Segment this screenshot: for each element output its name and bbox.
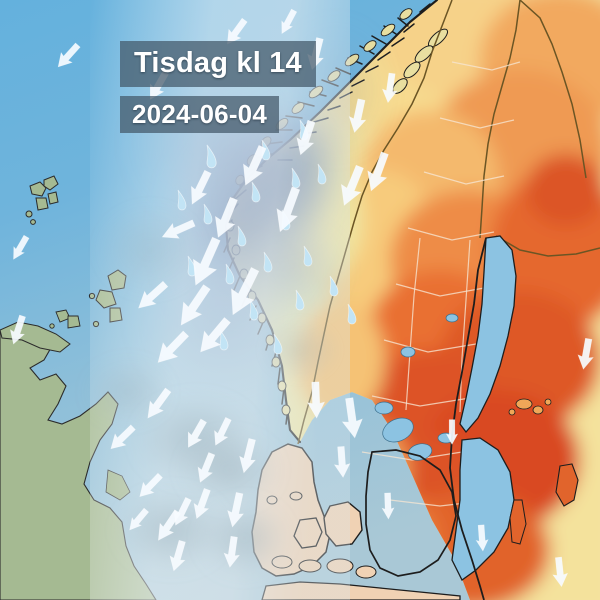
- wind-arrow: [296, 119, 316, 156]
- wind-arrow: [214, 196, 238, 238]
- rain-droplets: [177, 119, 357, 355]
- aland-islands: [508, 398, 552, 416]
- wind-arrow: [187, 418, 207, 448]
- droplet: [249, 299, 259, 321]
- droplet: [225, 263, 235, 285]
- droplet: [291, 167, 301, 189]
- wind-arrow: [227, 492, 245, 528]
- wind-arrow: [475, 524, 489, 552]
- droplet: [219, 329, 229, 351]
- wind-arrow: [552, 556, 569, 588]
- droplet: [237, 225, 247, 247]
- wind-arrow: [381, 72, 398, 104]
- wind-arrow: [161, 219, 196, 239]
- swedish-lakes: [374, 313, 459, 461]
- gray-cloud-g: [102, 210, 198, 290]
- wind-arrow: [139, 472, 163, 497]
- wind-arrow: [197, 452, 216, 483]
- orkney-islands: [49, 309, 81, 329]
- droplet: [203, 203, 213, 225]
- droplet: [273, 333, 283, 355]
- gotland-island: [555, 463, 579, 507]
- wind-arrow: [193, 488, 211, 519]
- wind-arrow: [129, 507, 150, 531]
- wind-arrow: [191, 169, 212, 205]
- gray-cloud-e: [88, 362, 168, 422]
- droplet: [347, 303, 357, 325]
- droplet: [303, 245, 313, 267]
- wind-arrow: [243, 144, 267, 186]
- timestamp-overlay: Tisdag kl 14 2024-06-04: [120, 41, 316, 133]
- sweden-finland-border: [479, 0, 521, 239]
- wind-arrow: [307, 381, 326, 419]
- wind-arrow: [180, 284, 211, 326]
- wind-arrow: [367, 151, 389, 192]
- wind-arrow: [340, 164, 364, 206]
- wind-arrow: [341, 397, 363, 439]
- wind-arrow: [57, 42, 81, 68]
- droplet: [251, 181, 261, 203]
- wind-arrow: [13, 234, 30, 260]
- faroe-islands: [25, 175, 59, 225]
- wind-arrow: [147, 387, 172, 419]
- droplet: [295, 289, 305, 311]
- wind-arrow: [169, 539, 186, 572]
- wind-arrow: [192, 236, 221, 286]
- wind-arrow: [333, 446, 351, 478]
- wind-arrow: [214, 417, 232, 446]
- wind-arrow: [276, 186, 301, 233]
- wind-arrow: [200, 317, 231, 353]
- droplet: [329, 275, 339, 297]
- day-time-label: Tisdag kl 14: [120, 41, 316, 87]
- oland-island: [509, 499, 527, 545]
- wind-arrow: [445, 419, 459, 445]
- wind-arrow: [239, 438, 256, 474]
- droplet: [317, 163, 327, 185]
- date-label: 2024-06-04: [120, 96, 279, 133]
- wind-arrow: [381, 492, 395, 520]
- wind-arrow: [227, 17, 248, 45]
- droplet: [177, 189, 187, 211]
- wind-arrow: [9, 314, 26, 345]
- gulf-of-bothnia: [459, 235, 517, 434]
- wind-arrow: [281, 8, 298, 34]
- skane-coastline: [365, 449, 457, 577]
- gray-cloud-d: [204, 504, 284, 572]
- wind-arrow: [348, 98, 367, 134]
- droplet: [206, 144, 217, 169]
- wind-arrow: [231, 267, 260, 316]
- gray-cloud-f: [262, 320, 338, 380]
- wind-arrow: [138, 280, 169, 309]
- wind-arrow: [174, 497, 192, 526]
- wind-arrow: [577, 337, 594, 370]
- finland-borders: [495, 0, 600, 257]
- wind-arrow: [110, 424, 136, 450]
- wind-arrow: [157, 330, 190, 363]
- droplet: [263, 251, 273, 273]
- wind-arrow-field: [9, 8, 594, 588]
- wind-arrow: [223, 535, 240, 568]
